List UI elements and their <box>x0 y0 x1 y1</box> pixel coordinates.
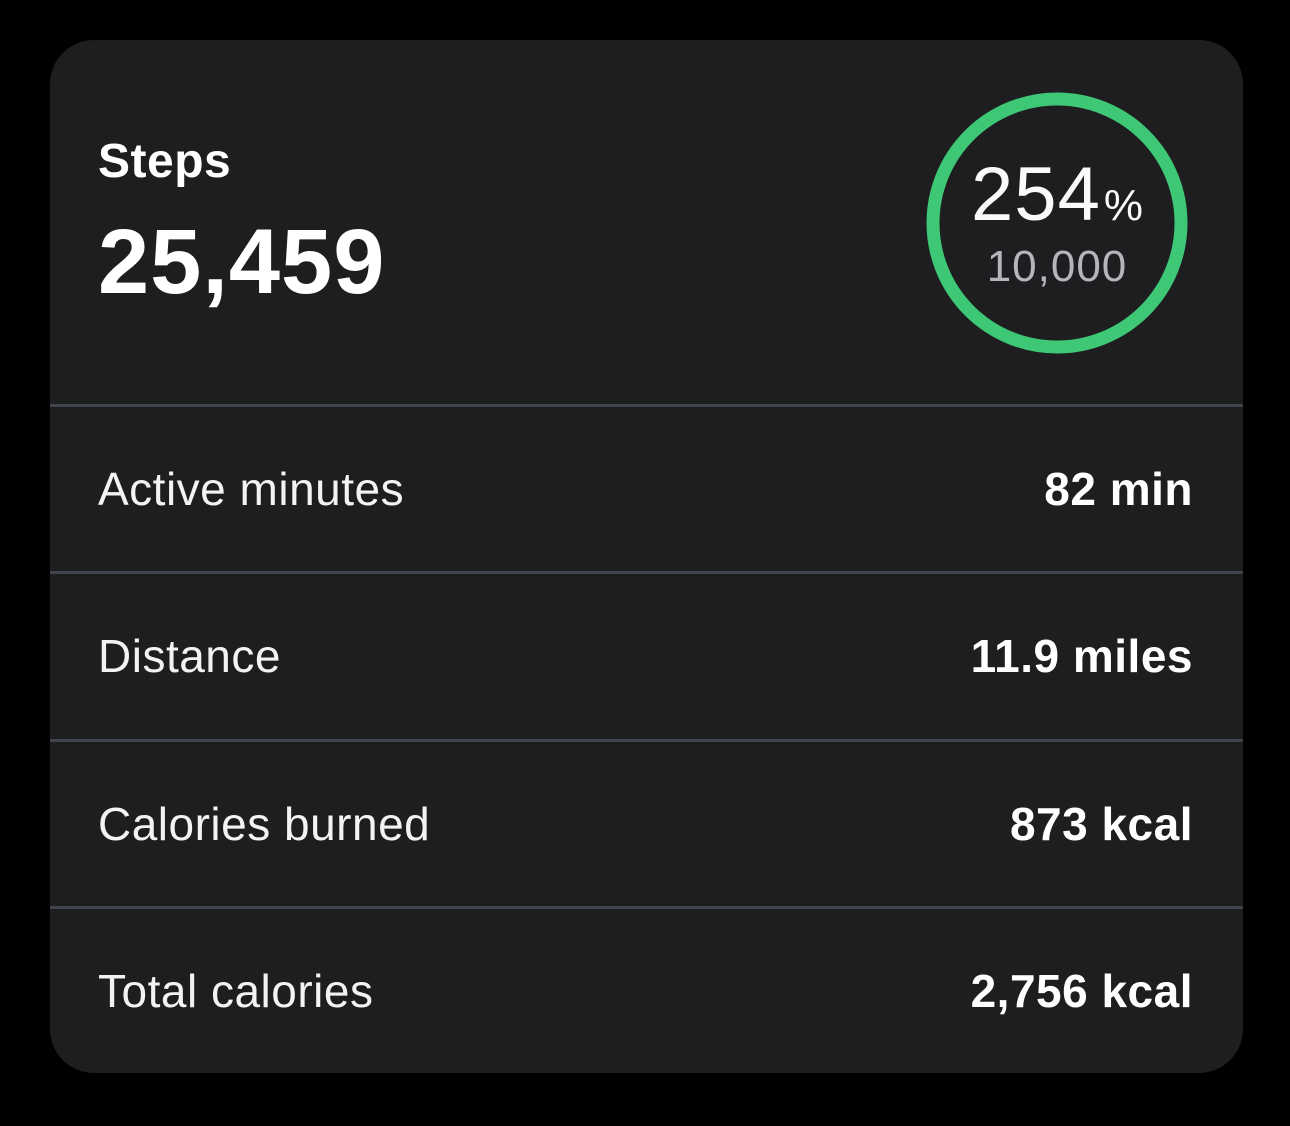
ring-text-group: 254 % 10,000 <box>922 88 1192 358</box>
stat-value: 873 kcal <box>1009 797 1193 850</box>
steps-summary-card[interactable]: Steps 25,459 254 % 10,000 Active minutes… <box>50 40 1243 1073</box>
progress-ring-icon <box>926 92 1188 354</box>
goal-percent-symbol: % <box>1103 181 1143 230</box>
steps-title: Steps <box>98 135 232 188</box>
stat-label: Distance <box>98 630 281 683</box>
steps-count: 25,459 <box>98 211 386 313</box>
goal-target-value: 10,000 <box>986 242 1128 291</box>
stat-row-total-calories[interactable]: Total calories 2,756 kcal <box>50 905 1243 1073</box>
progress-ring-circle <box>926 92 1188 354</box>
goal-percent-line: 254 % <box>971 157 1143 233</box>
stat-row-calories-burned[interactable]: Calories burned 873 kcal <box>50 738 1243 906</box>
goal-percent-value: 254 <box>971 152 1101 237</box>
stat-row-distance[interactable]: Distance 11.9 miles <box>50 571 1243 738</box>
stat-value: 2,756 kcal <box>970 964 1193 1017</box>
steps-hero-section: Steps 25,459 254 % 10,000 <box>50 40 1243 404</box>
stat-row-active-minutes[interactable]: Active minutes 82 min <box>50 404 1243 571</box>
steps-hero-text: Steps 25,459 <box>98 135 386 313</box>
goal-progress-ring: 254 % 10,000 <box>922 88 1192 358</box>
stat-value: 11.9 miles <box>970 630 1193 683</box>
stat-label: Calories burned <box>98 797 431 850</box>
stat-label: Total calories <box>98 964 374 1017</box>
stat-value: 82 min <box>1044 463 1193 516</box>
stat-label: Active minutes <box>98 463 405 516</box>
